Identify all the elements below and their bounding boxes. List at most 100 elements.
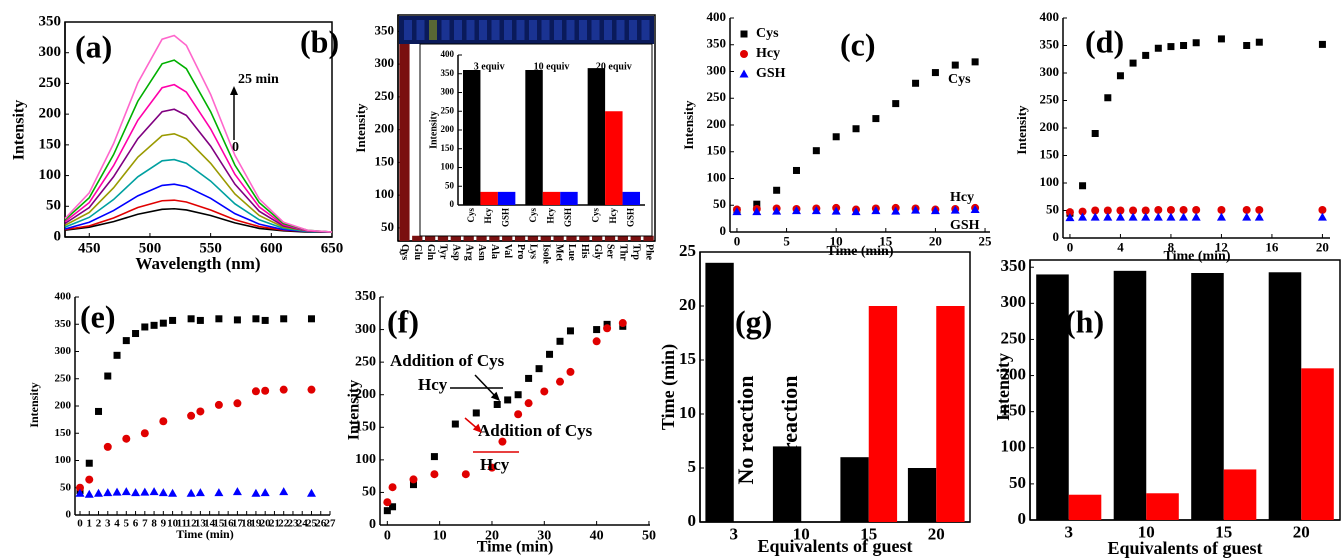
x-tick-label: Gln xyxy=(425,244,436,261)
point xyxy=(112,487,122,496)
bar xyxy=(502,235,513,241)
point xyxy=(773,186,781,194)
point xyxy=(1255,38,1263,46)
annotation: No reaction xyxy=(777,376,802,485)
point xyxy=(195,488,205,497)
point xyxy=(498,437,507,446)
x-tick-label: 20 xyxy=(928,525,945,544)
y-tick-label: 250 xyxy=(1040,91,1060,106)
point xyxy=(556,337,564,345)
annotation: (f) xyxy=(387,303,419,339)
point xyxy=(535,365,543,373)
point xyxy=(487,463,496,472)
x-tick-label: 7 xyxy=(142,517,148,529)
x-tick-label: 0 xyxy=(384,528,391,543)
x-tick-label: 500 xyxy=(139,240,162,256)
arrow-head xyxy=(230,86,238,95)
x-tick-label: 20 xyxy=(485,528,499,543)
y-tick-label: 400 xyxy=(1040,9,1060,24)
vial-photo xyxy=(399,16,654,44)
annotation: 0 xyxy=(232,140,239,155)
point xyxy=(950,205,960,214)
point xyxy=(951,61,959,69)
point xyxy=(279,487,289,496)
x-tick-label: Ala xyxy=(489,244,500,259)
x-tick-label: 24 xyxy=(297,517,309,529)
y-tick-label: 300 xyxy=(375,55,395,70)
point xyxy=(280,315,288,323)
vial xyxy=(541,20,550,40)
point xyxy=(753,200,761,208)
point xyxy=(1091,206,1100,215)
arrow-head xyxy=(472,423,482,433)
x-tick-label: 3 xyxy=(105,517,111,529)
spectrum xyxy=(64,183,333,233)
point xyxy=(792,166,800,174)
annotation: L xyxy=(397,248,409,255)
point xyxy=(812,147,820,155)
y-tick-label: 400 xyxy=(441,49,455,59)
group-label: 10 equiv xyxy=(534,61,570,72)
x-tick-label: Arg xyxy=(463,244,474,261)
point xyxy=(1192,39,1200,47)
x-tick-label: 3 xyxy=(730,525,739,544)
bar xyxy=(1146,493,1179,520)
vial xyxy=(441,20,450,40)
x-tick-label: 18 xyxy=(241,517,253,529)
bar xyxy=(412,235,423,241)
y-tick-label: 300 xyxy=(707,62,727,77)
bar xyxy=(1268,272,1302,520)
x-tick-label: 10 xyxy=(167,517,179,529)
legend-label: Hcy xyxy=(756,46,780,61)
point xyxy=(307,315,315,323)
point xyxy=(141,323,149,331)
y-tick-label: 150 xyxy=(55,427,72,439)
x-tick-label: Lys xyxy=(528,244,539,259)
y-tick-label: 250 xyxy=(1001,328,1027,347)
bar xyxy=(1113,270,1147,520)
x-tick-label: 2 xyxy=(96,517,102,529)
point xyxy=(1103,206,1112,215)
bar-label: GSH xyxy=(625,208,635,227)
x-tick-label: 20 xyxy=(1293,523,1310,542)
point xyxy=(251,488,261,497)
y-tick-label: 200 xyxy=(55,400,72,412)
point xyxy=(1216,212,1226,221)
x-tick-label: Glu xyxy=(412,244,423,261)
point xyxy=(1115,212,1125,221)
y-axis-label: Intensity xyxy=(428,111,439,149)
point xyxy=(1242,205,1251,214)
x-tick-label: Cys xyxy=(399,244,410,260)
bar xyxy=(587,68,606,205)
y-tick-label: 0 xyxy=(369,517,376,532)
spectrum xyxy=(64,132,333,233)
bar xyxy=(525,70,543,205)
bar xyxy=(489,235,500,241)
x-tick-label: 11 xyxy=(177,517,187,529)
bar xyxy=(617,235,629,241)
annotation: GSH xyxy=(950,218,980,233)
point xyxy=(307,385,316,394)
x-tick-label: 40 xyxy=(590,528,604,543)
y-tick-label: 50 xyxy=(445,180,455,190)
bar xyxy=(514,235,526,241)
y-axis-label: Intensity xyxy=(681,100,696,150)
annotation: (a) xyxy=(75,28,112,64)
annotation: No reaction xyxy=(733,376,758,485)
y-tick-label: 350 xyxy=(55,318,72,330)
bar-label: Hcy xyxy=(483,208,493,224)
arrow-line xyxy=(474,374,498,399)
point xyxy=(113,351,121,359)
bar-label: GSH xyxy=(563,208,573,227)
y-tick-label: 200 xyxy=(1001,364,1027,383)
point xyxy=(791,206,801,215)
group-label: 3 equiv xyxy=(474,61,505,72)
y-tick-label: 0 xyxy=(54,228,62,244)
point xyxy=(306,488,316,497)
bar xyxy=(566,235,577,241)
bar-label: Hcy xyxy=(608,208,618,224)
bar-label: GSH xyxy=(501,208,511,227)
x-tick-label: Phe xyxy=(643,244,654,261)
x-tick-label: Val xyxy=(502,244,513,258)
y-tick-label: 150 xyxy=(1040,146,1060,161)
